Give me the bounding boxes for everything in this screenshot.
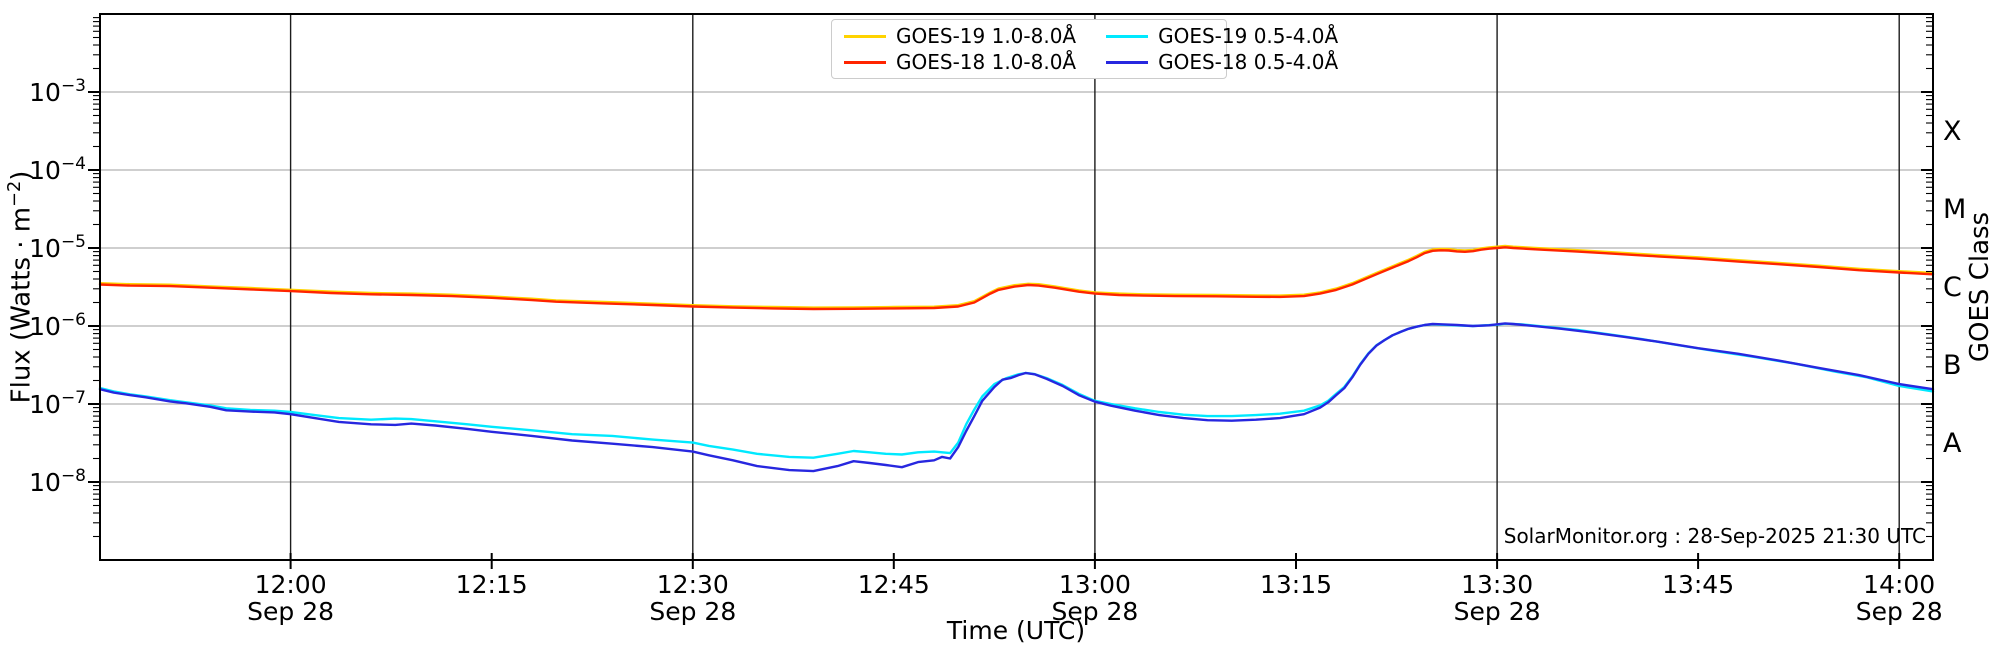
y-tick-label: 10−5 bbox=[29, 232, 86, 263]
y-tick-label: 10−7 bbox=[29, 388, 86, 419]
plot-border bbox=[99, 13, 1934, 561]
goes-class-label: B bbox=[1943, 350, 1962, 381]
x-tick-date-label: Sep 28 bbox=[1856, 597, 1943, 626]
legend: GOES-19 1.0-8.0Å GOES-18 1.0-8.0Å GOES-1… bbox=[831, 19, 1338, 79]
y-axis-title: Flux (Watts · m−2) bbox=[5, 37, 39, 537]
legend-item-goes19-long: GOES-19 1.0-8.0Å bbox=[840, 24, 1076, 48]
y-axis-title-exponent: −2 bbox=[5, 180, 25, 207]
goes19-short-line-icon bbox=[1106, 34, 1149, 38]
goes18-long-line-icon bbox=[844, 60, 886, 64]
x-tick-label: 12:30 bbox=[657, 570, 729, 599]
x-tick-label: 13:00 bbox=[1059, 570, 1131, 599]
x-tick-label: 14:00 bbox=[1863, 570, 1935, 599]
y-axis-title-text: Flux (Watts · m bbox=[6, 206, 37, 404]
goes-class-label: C bbox=[1943, 272, 1962, 303]
series-goes-19-1-0-8-0- bbox=[98, 244, 1935, 309]
goes-class-label: M bbox=[1943, 194, 1966, 225]
x-tick-date-label: Sep 28 bbox=[1051, 597, 1138, 626]
goes-class-label: X bbox=[1943, 116, 1962, 147]
goes-class-label: A bbox=[1943, 428, 1962, 459]
x-tick-label: 13:15 bbox=[1260, 570, 1332, 599]
goes18-short-line-icon bbox=[1106, 60, 1149, 64]
source-annotation: SolarMonitor.org : 28-Sep-2025 21:30 UTC bbox=[1503, 524, 1926, 548]
legend-item-goes18-short: GOES-18 0.5-4.0Å bbox=[1102, 50, 1338, 74]
x-axis-title: Time (UTC) bbox=[946, 616, 1086, 645]
y-tick-label: 10−3 bbox=[29, 76, 86, 107]
legend-label: GOES-19 0.5-4.0Å bbox=[1158, 24, 1339, 48]
legend-label: GOES-18 1.0-8.0Å bbox=[896, 50, 1077, 74]
y-tick-label: 10−4 bbox=[29, 154, 86, 185]
x-tick-label: 13:45 bbox=[1662, 570, 1734, 599]
x-tick-date-label: Sep 28 bbox=[1454, 597, 1541, 626]
right-axis-title: GOES Class bbox=[1965, 211, 1995, 363]
legend-item-goes19-short: GOES-19 0.5-4.0Å bbox=[1102, 24, 1338, 48]
series-goes-18-0-5-4-0- bbox=[98, 322, 1935, 473]
y-tick-label: 10−8 bbox=[29, 466, 86, 497]
series-goes-19-0-5-4-0- bbox=[98, 322, 1935, 459]
x-tick-date-label: Sep 28 bbox=[649, 597, 736, 626]
goes19-long-line-icon bbox=[844, 34, 886, 38]
x-tick-label: 12:45 bbox=[858, 570, 930, 599]
x-tick-label: 12:15 bbox=[456, 570, 528, 599]
x-tick-label: 12:00 bbox=[255, 570, 327, 599]
legend-label: GOES-19 1.0-8.0Å bbox=[896, 24, 1077, 48]
x-tick-date-label: Sep 28 bbox=[247, 597, 334, 626]
y-axis-title-close: ) bbox=[6, 170, 37, 181]
legend-item-goes18-long: GOES-18 1.0-8.0Å bbox=[840, 50, 1076, 74]
y-tick-label: 10−6 bbox=[29, 310, 86, 341]
series-goes-18-1-0-8-0- bbox=[98, 246, 1935, 311]
x-tick-label: 13:30 bbox=[1461, 570, 1533, 599]
legend-label: GOES-18 0.5-4.0Å bbox=[1158, 50, 1339, 74]
